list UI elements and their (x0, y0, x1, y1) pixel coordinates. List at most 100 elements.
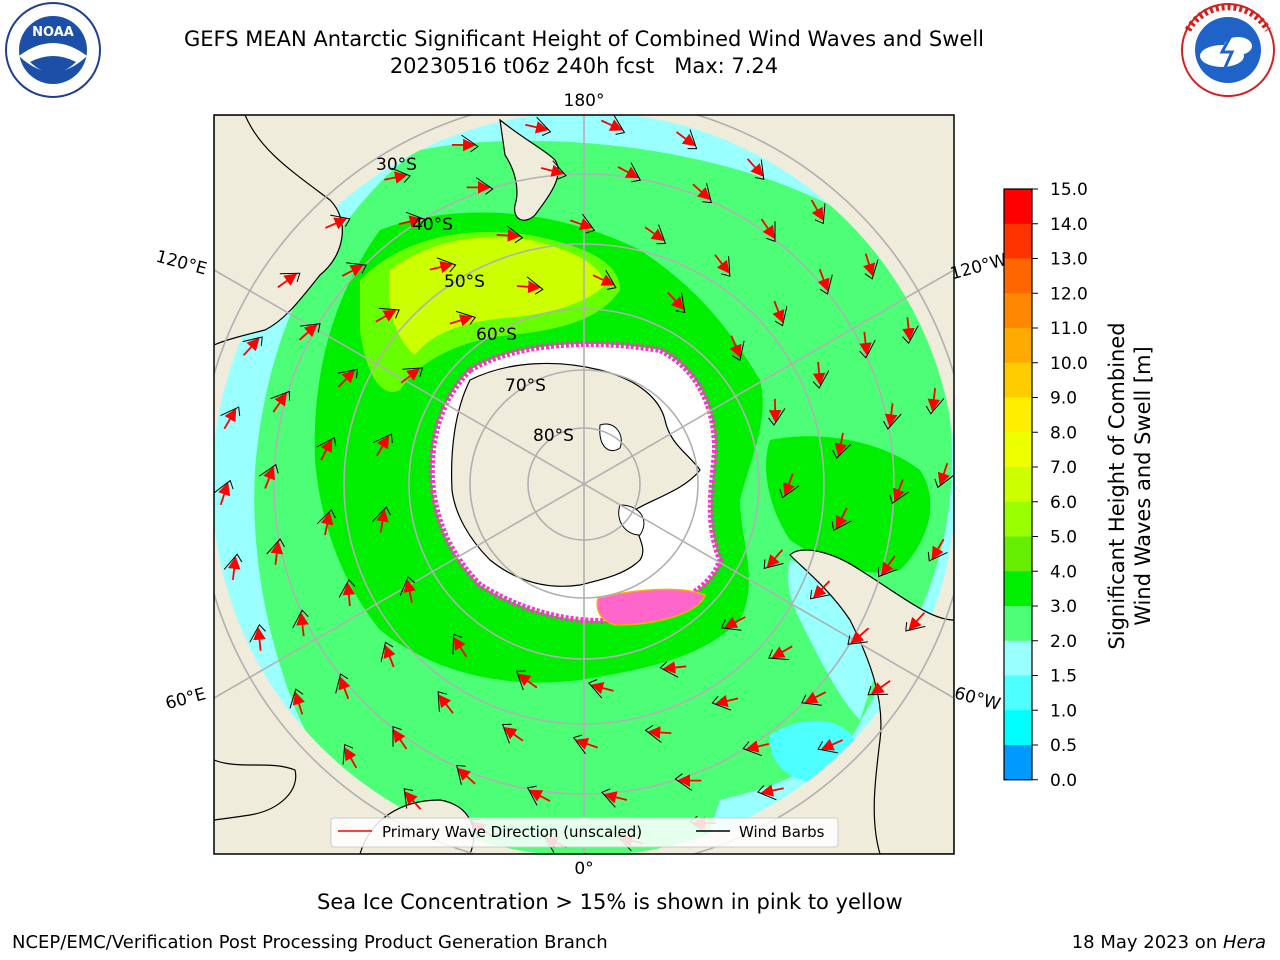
wind-barb (403, 788, 414, 809)
wave-arrow (817, 268, 830, 292)
lon-label-120e: 120°E (154, 247, 209, 280)
wind-barb (220, 406, 241, 417)
colorbar-tick-label: 9.0 (1050, 389, 1077, 409)
wind-barb (346, 262, 367, 274)
wave-arrow (384, 171, 408, 184)
wave-arrow (937, 462, 950, 486)
footer-branch: NCEP/EMC/Verification Post Processing Pr… (12, 932, 608, 953)
noaa-logo-text: NOAA (32, 25, 74, 40)
wind-barb (927, 551, 948, 562)
wind-barb (436, 257, 457, 273)
wave-arrow (884, 403, 898, 427)
wave-arrow (292, 691, 305, 715)
wind-barb (768, 408, 786, 426)
wind-barb (461, 134, 479, 153)
colorbar-tick-label: 1.0 (1050, 701, 1077, 721)
wind-barb (720, 619, 742, 631)
south-america-landmass (789, 400, 954, 854)
wave-arrow (540, 164, 565, 177)
wind-barb (831, 520, 852, 532)
wind-barb (763, 559, 784, 570)
wave-arrow (376, 435, 390, 457)
wave-arrow (272, 392, 287, 413)
wave-arrow (724, 616, 746, 629)
wind-barb (330, 214, 351, 227)
wave-arrow (729, 335, 742, 358)
wind-barb (266, 538, 285, 555)
wave-arrow (516, 280, 541, 294)
wave-arrow (859, 331, 872, 356)
wind-barb (316, 436, 337, 448)
colorbar-tick-label: 13.0 (1050, 250, 1088, 270)
wind-barb (766, 221, 776, 242)
wave-arrow (342, 582, 356, 607)
wave-arrow (766, 549, 784, 568)
wave-arrow (253, 627, 266, 651)
colorbar-segment (1004, 223, 1032, 259)
footer-date-text: 18 May 2023 on (1071, 932, 1223, 953)
wave-arrow (529, 789, 551, 802)
wave-arrow (496, 229, 521, 242)
wind-barb (379, 307, 400, 319)
wind-barb (335, 673, 349, 694)
wind-barb (605, 270, 617, 290)
wave-arrow (870, 679, 891, 695)
wind-barb (452, 633, 463, 655)
wave-arrow (449, 314, 473, 327)
colorbar-segment (1004, 397, 1032, 433)
graticule (214, 115, 954, 854)
wave-arrow (746, 158, 764, 177)
wind-barb (934, 474, 954, 489)
wave-arrow (881, 555, 896, 576)
lon-label-60e: 60°E (163, 684, 208, 714)
lon-label-120w: 120°W (948, 250, 1009, 284)
wave-arrow (321, 511, 334, 536)
wave-arrow (760, 218, 775, 239)
wave-arrow (617, 166, 639, 179)
wind-barb (572, 734, 586, 755)
colorbar-segment (1004, 328, 1032, 364)
colorbar-segment (1004, 710, 1032, 746)
wind-barb (817, 741, 838, 754)
wave-arrow (820, 738, 843, 751)
wave-arrow (667, 291, 685, 310)
colorbar-tick-label: 5.0 (1050, 528, 1077, 548)
wave-arrow (325, 217, 348, 230)
wave-arrow (812, 361, 826, 386)
wave-arrow (263, 466, 275, 489)
wind-barb (242, 336, 263, 346)
colorbar-segment (1004, 189, 1032, 225)
wind-barb (316, 508, 336, 525)
colorbar-segment (1004, 501, 1032, 537)
map-plot: 30°S 40°S 50°S 60°S 70°S 80°S 180° 120°E… (154, 91, 1010, 879)
wave-arrow (590, 681, 614, 695)
colorbar-segment (1004, 258, 1032, 294)
wave-arrow (223, 408, 237, 430)
wave-arrow (429, 260, 454, 274)
wind-barb (902, 325, 919, 345)
wave-arrow (517, 673, 538, 689)
wave-arrow (375, 309, 397, 323)
colorbar-tick-label: 1.5 (1050, 667, 1077, 687)
lat-label-50s: 50°S (444, 272, 485, 292)
footer-machine: Hera (1222, 932, 1266, 953)
wind-barb (867, 685, 889, 696)
wave-arrow (893, 479, 905, 502)
sea-ice-note: Sea Ice Concentration > 15% is shown in … (317, 890, 903, 914)
wave-arrow (834, 432, 847, 457)
wind-barb (552, 160, 567, 180)
wind-barb (675, 292, 686, 314)
wind-barb (372, 433, 393, 444)
wave-arrow (344, 747, 358, 769)
colorbar-tick-label: 11.0 (1050, 319, 1088, 339)
wave-arrow (341, 264, 364, 277)
wind-barb (405, 211, 426, 227)
wave-arrow (218, 482, 231, 506)
lat-label-70s: 70°S (505, 376, 546, 396)
colorbar-tick-label: 6.0 (1050, 493, 1077, 513)
ross-ice-shelf (599, 423, 622, 452)
wave-arrow (227, 556, 241, 581)
wind-barb (711, 695, 732, 711)
wind-barb (249, 623, 266, 643)
